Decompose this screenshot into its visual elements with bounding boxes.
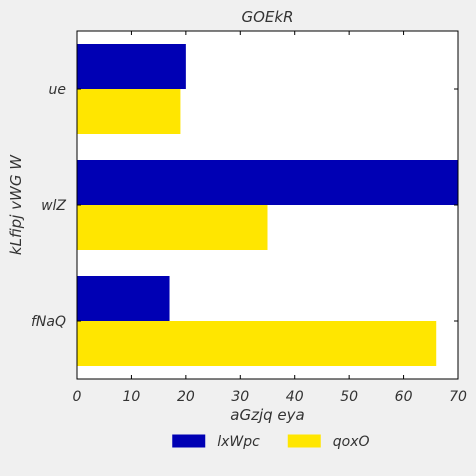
- legend-swatch-qoxO: [287, 434, 321, 448]
- y-tick-label: fNaQ: [31, 314, 66, 330]
- legend-swatch-lxWpc: [172, 434, 206, 448]
- x-tick-label: 10: [123, 389, 141, 405]
- x-axis-label: aGzjq eya: [230, 406, 304, 424]
- x-tick-label: 70: [449, 389, 467, 405]
- bar-fNaQ-qoxO: [77, 321, 437, 366]
- bars-layer: [77, 44, 458, 366]
- bar-fNaQ-lxWpc: [77, 276, 170, 321]
- chart-title: GOEkR: [241, 8, 293, 26]
- legend-label: qoxO: [333, 434, 370, 450]
- legend: lxWpc qoxO: [172, 434, 370, 450]
- bar-wlZ-qoxO: [77, 205, 268, 250]
- x-tick-label: 60: [395, 389, 413, 405]
- bar-ue-qoxO: [77, 89, 181, 134]
- x-tick-label: 40: [286, 389, 304, 405]
- ticks-layer: ue wlZ fNaQ 0 10 20 30 40 50 60 70: [31, 31, 467, 405]
- x-tick-label: 20: [177, 389, 195, 405]
- x-tick-label: 50: [340, 389, 358, 405]
- y-tick-label: ue: [49, 82, 67, 98]
- x-tick-label: 30: [231, 389, 249, 405]
- bar-ue-lxWpc: [77, 44, 186, 89]
- bar-wlZ-lxWpc: [77, 160, 458, 205]
- x-tick-label: 0: [73, 389, 82, 405]
- legend-label: lxWpc: [217, 434, 260, 450]
- y-axis-label: kLfipj vWG W: [7, 154, 25, 255]
- y-tick-label: wlZ: [41, 198, 66, 214]
